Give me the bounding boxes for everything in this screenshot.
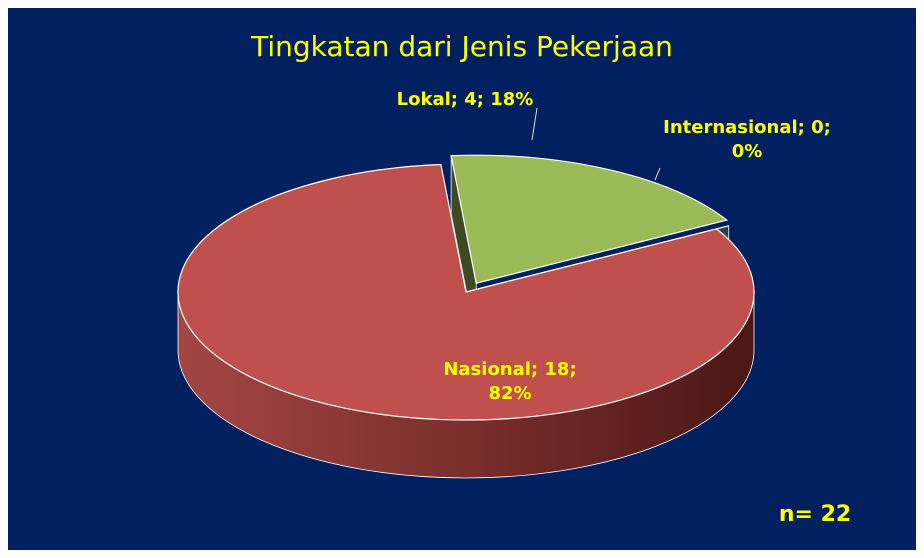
annotation: n= 22 (778, 502, 852, 527)
chart-title: Tingkatan dari Jenis Pekerjaan (251, 30, 673, 63)
data-label: Nasional; 18; 82% (443, 359, 577, 404)
data-label: Internasional; 0; 0% (663, 117, 831, 162)
data-label: Lokal; 4; 18% (396, 89, 534, 110)
pie-slice (177, 163, 755, 421)
leader-line (531, 107, 538, 141)
pie-slice (450, 154, 729, 284)
leader-line (654, 167, 661, 181)
pie (177, 154, 755, 479)
